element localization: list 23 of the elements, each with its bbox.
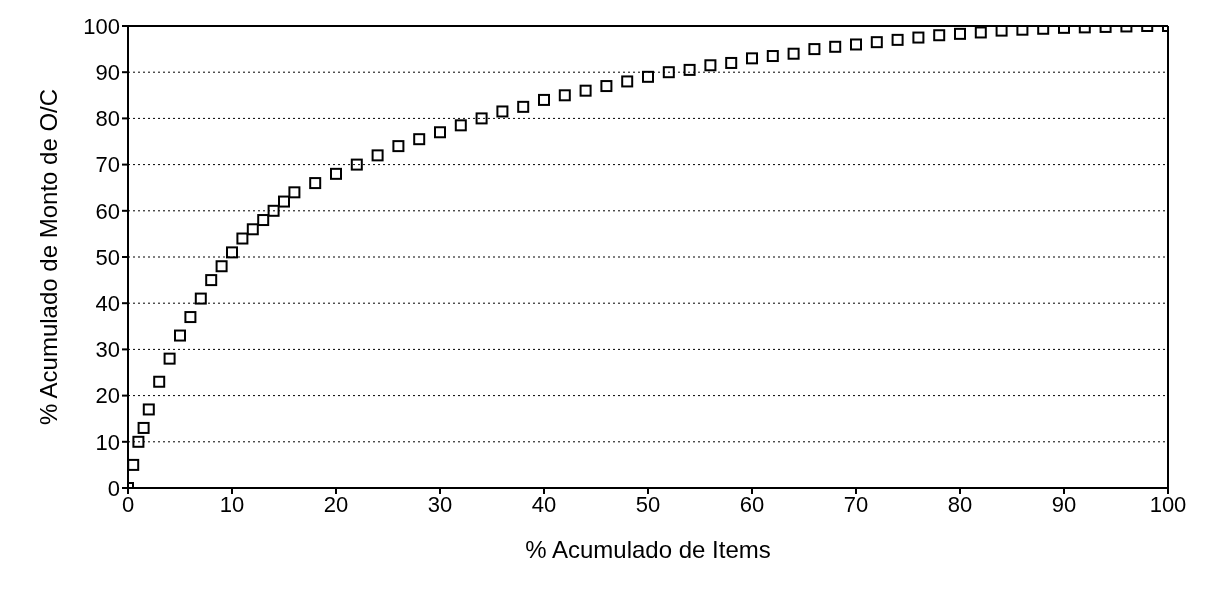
- y-tick-label: 90: [95, 60, 120, 86]
- x-tick-label: 50: [635, 491, 661, 517]
- y-tick-label: 0: [107, 475, 120, 501]
- x-tick-label: 10: [219, 491, 245, 517]
- y-axis-title: % Acumulado de Monto de O/C: [34, 88, 62, 426]
- y-tick-label: 60: [95, 198, 120, 224]
- x-tick-label: 80: [947, 491, 973, 517]
- x-tick-label: 60: [739, 491, 765, 517]
- x-axis-title: % Acumulado de Items: [525, 536, 771, 563]
- x-tick-label: 90: [1051, 491, 1077, 517]
- y-tick-label: 40: [95, 291, 120, 317]
- x-tick-label: 30: [427, 491, 453, 517]
- x-tick-label: 70: [843, 491, 869, 517]
- y-tick-label: 100: [83, 13, 120, 39]
- y-tick-label: 20: [95, 383, 120, 409]
- y-tick-label: 80: [95, 106, 120, 132]
- y-tick-label: 30: [95, 337, 120, 363]
- x-tick-label: 20: [323, 491, 349, 517]
- x-tick-label: 40: [531, 491, 557, 517]
- y-tick-label: 50: [95, 244, 120, 270]
- x-tick-label: 100: [1149, 491, 1187, 517]
- y-tick-label: 10: [95, 429, 120, 455]
- y-tick-label: 70: [95, 152, 120, 178]
